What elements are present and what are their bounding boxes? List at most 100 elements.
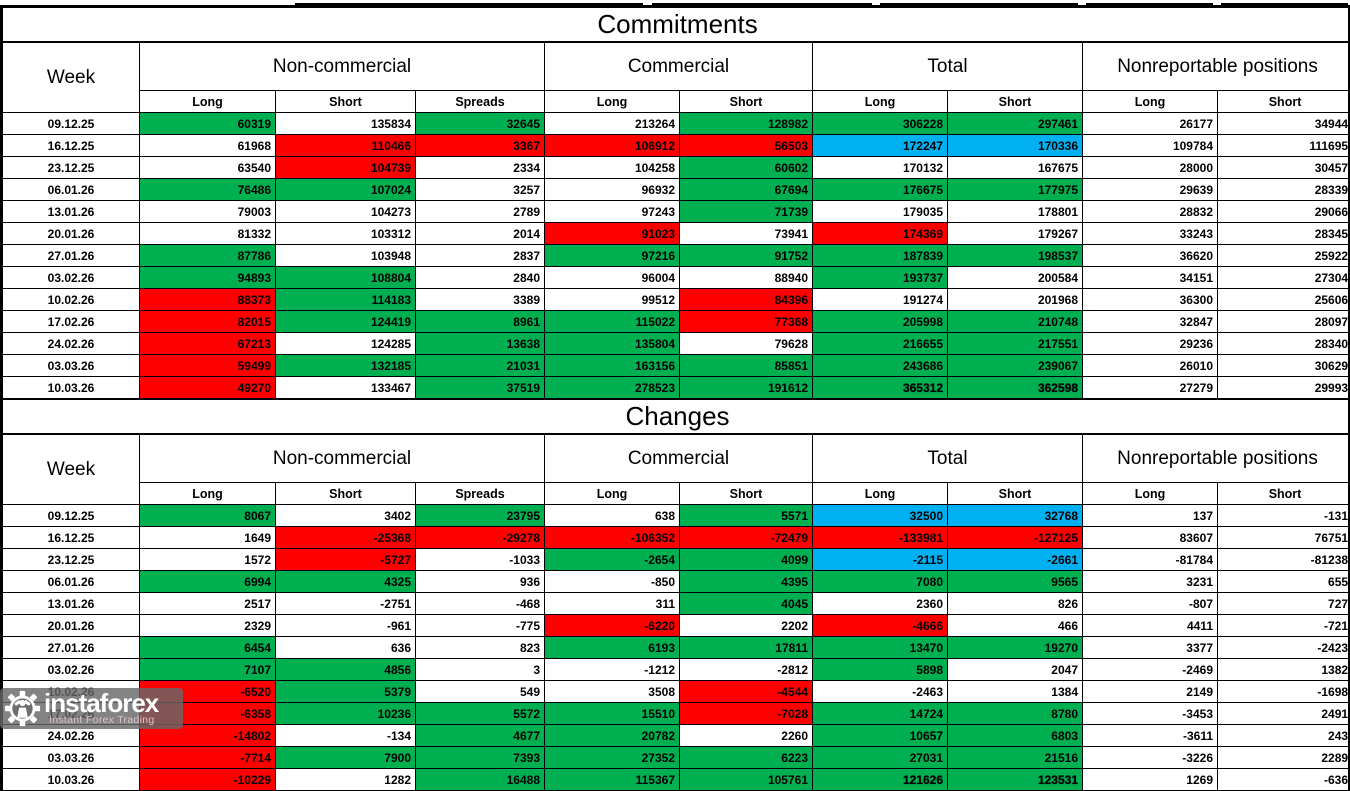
week-cell: 24.02.26	[3, 333, 140, 355]
value-cell: 115367	[545, 769, 680, 791]
column-subheader: Long	[545, 91, 680, 113]
table-title: Changes	[3, 400, 1350, 435]
value-cell: 198537	[948, 245, 1083, 267]
value-cell: 3367	[416, 135, 545, 157]
value-cell: -4666	[813, 615, 948, 637]
value-cell: 103948	[276, 245, 416, 267]
instaforex-watermark: instaforex Instant Forex Trading	[0, 688, 183, 729]
value-cell: -3226	[1083, 747, 1218, 769]
value-cell: -3453	[1083, 703, 1218, 725]
week-cell: 03.03.26	[3, 747, 140, 769]
table-row: 17.02.26-635810236557215510-702814724878…	[3, 703, 1350, 725]
value-cell: 1384	[948, 681, 1083, 703]
value-cell: 21516	[948, 747, 1083, 769]
value-cell: 13638	[416, 333, 545, 355]
value-cell: 4325	[276, 571, 416, 593]
value-cell: 85851	[680, 355, 813, 377]
value-cell: 137	[1083, 505, 1218, 527]
week-cell: 27.01.26	[3, 637, 140, 659]
value-cell: 176675	[813, 179, 948, 201]
value-cell: 2789	[416, 201, 545, 223]
value-cell: 99512	[545, 289, 680, 311]
value-cell: 111695	[1218, 135, 1350, 157]
value-cell: 29236	[1083, 333, 1218, 355]
value-cell: 32768	[948, 505, 1083, 527]
value-cell: 187839	[813, 245, 948, 267]
value-cell: 103312	[276, 223, 416, 245]
week-cell: 09.12.25	[3, 505, 140, 527]
value-cell: 4045	[680, 593, 813, 615]
value-cell: 104273	[276, 201, 416, 223]
value-cell: -131	[1218, 505, 1350, 527]
value-cell: 9565	[948, 571, 1083, 593]
value-cell: -81238	[1218, 549, 1350, 571]
value-cell: 549	[416, 681, 545, 703]
week-column-header: Week	[3, 434, 140, 505]
value-cell: -2423	[1218, 637, 1350, 659]
value-cell: 30457	[1218, 157, 1350, 179]
value-cell: 76486	[140, 179, 276, 201]
value-cell: 170336	[948, 135, 1083, 157]
value-cell: 6803	[948, 725, 1083, 747]
value-cell: 6193	[545, 637, 680, 659]
value-cell: 105761	[680, 769, 813, 791]
value-cell: 23795	[416, 505, 545, 527]
value-cell: 2329	[140, 615, 276, 637]
value-cell: 135834	[276, 113, 416, 135]
value-cell: -2751	[276, 593, 416, 615]
value-cell: -2661	[948, 549, 1083, 571]
table-row: 10.02.26-652053795493508-4544-2463138421…	[3, 681, 1350, 703]
value-cell: 28340	[1218, 333, 1350, 355]
value-cell: 170132	[813, 157, 948, 179]
value-cell: 29639	[1083, 179, 1218, 201]
value-cell: 636	[276, 637, 416, 659]
week-cell: 27.01.26	[3, 245, 140, 267]
value-cell: 27031	[813, 747, 948, 769]
value-cell: 243686	[813, 355, 948, 377]
column-subheader: Long	[1083, 483, 1218, 505]
value-cell: 4099	[680, 549, 813, 571]
column-subheader: Short	[1218, 483, 1350, 505]
value-cell: -6220	[545, 615, 680, 637]
value-cell: 28339	[1218, 179, 1350, 201]
week-cell: 06.01.26	[3, 179, 140, 201]
value-cell: 2334	[416, 157, 545, 179]
value-cell: -4544	[680, 681, 813, 703]
value-cell: 306228	[813, 113, 948, 135]
value-cell: 56503	[680, 135, 813, 157]
instaforex-logo-icon	[4, 690, 41, 727]
value-cell: 67694	[680, 179, 813, 201]
value-cell: 104258	[545, 157, 680, 179]
value-cell: 91752	[680, 245, 813, 267]
value-cell: 94893	[140, 267, 276, 289]
value-cell: 8780	[948, 703, 1083, 725]
week-cell: 23.12.25	[3, 549, 140, 571]
value-cell: 96932	[545, 179, 680, 201]
value-cell: 123531	[948, 769, 1083, 791]
value-cell: 20782	[545, 725, 680, 747]
value-cell: -5727	[276, 549, 416, 571]
column-subheader: Long	[140, 483, 276, 505]
value-cell: 638	[545, 505, 680, 527]
value-cell: 14724	[813, 703, 948, 725]
value-cell: 655	[1218, 571, 1350, 593]
value-cell: -1212	[545, 659, 680, 681]
value-cell: 81332	[140, 223, 276, 245]
week-cell: 10.02.26	[3, 289, 140, 311]
value-cell: 5571	[680, 505, 813, 527]
column-group-header: Commercial	[545, 434, 813, 483]
value-cell: 200584	[948, 267, 1083, 289]
value-cell: 16488	[416, 769, 545, 791]
value-cell: 174369	[813, 223, 948, 245]
value-cell: -29278	[416, 527, 545, 549]
column-subheader: Short	[948, 483, 1083, 505]
